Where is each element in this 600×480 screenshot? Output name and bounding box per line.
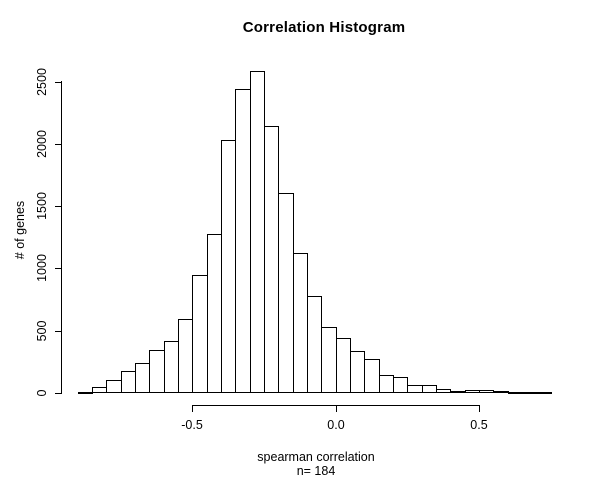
histogram-bar: [307, 296, 322, 393]
x-tick: [192, 405, 193, 412]
histogram-bar: [293, 253, 308, 393]
histogram-bar: [422, 385, 437, 393]
histogram-bar: [393, 377, 408, 393]
histogram-bar: [536, 392, 552, 394]
histogram-bar: [350, 351, 365, 393]
histogram-bar: [407, 385, 423, 393]
histogram-bar: [78, 392, 93, 394]
histogram-bar: [465, 390, 480, 393]
histogram-bar: [278, 193, 294, 393]
y-axis-line: [61, 81, 62, 394]
histogram-bar: [106, 380, 122, 393]
y-tick: [55, 331, 61, 332]
x-tick: [479, 405, 480, 412]
chart-title: Correlation Histogram: [242, 19, 406, 36]
histogram-bar: [178, 319, 193, 393]
y-tick-label: 0: [35, 389, 49, 397]
histogram-bar: [493, 391, 509, 393]
histogram-bar: [250, 71, 265, 393]
x-tick: [336, 405, 337, 412]
y-tick-label: 2500: [35, 68, 49, 96]
histogram-bar: [522, 392, 537, 394]
y-tick: [55, 144, 61, 145]
histogram-bar: [450, 391, 466, 393]
histogram-bar: [436, 389, 451, 393]
histogram-bar: [321, 327, 337, 393]
histogram-bar: [508, 392, 523, 394]
histogram-bar: [235, 89, 251, 393]
y-tick-label: 1000: [35, 254, 49, 282]
y-tick-label: 500: [35, 320, 49, 342]
histogram-bar: [149, 350, 165, 393]
histogram-bar: [207, 234, 222, 393]
histogram-bar: [264, 126, 279, 393]
histogram-bar: [221, 140, 236, 393]
histogram-bar: [92, 387, 107, 393]
y-axis-label: # of genes: [13, 200, 27, 260]
x-tick-label: 0.5: [470, 418, 488, 432]
y-tick: [55, 206, 61, 207]
histogram-bar: [479, 390, 494, 393]
x-tick-label: -0.5: [181, 418, 203, 432]
histogram-bar: [121, 371, 136, 393]
y-tick-label: 1500: [35, 192, 49, 220]
histogram-bar: [135, 363, 150, 393]
y-tick-label: 2000: [35, 130, 49, 158]
y-tick: [55, 393, 61, 394]
x-tick-label: 0.0: [327, 418, 345, 432]
histogram-bar: [336, 338, 351, 393]
x-axis-label: spearman correlation: [257, 450, 375, 464]
histogram-bar: [379, 375, 394, 393]
y-tick: [55, 82, 61, 83]
histogram-bar: [164, 341, 179, 393]
sample-size-label: n= 184: [296, 464, 336, 478]
histogram-bar: [364, 359, 380, 393]
histogram-bar: [192, 275, 208, 393]
y-tick: [55, 268, 61, 269]
